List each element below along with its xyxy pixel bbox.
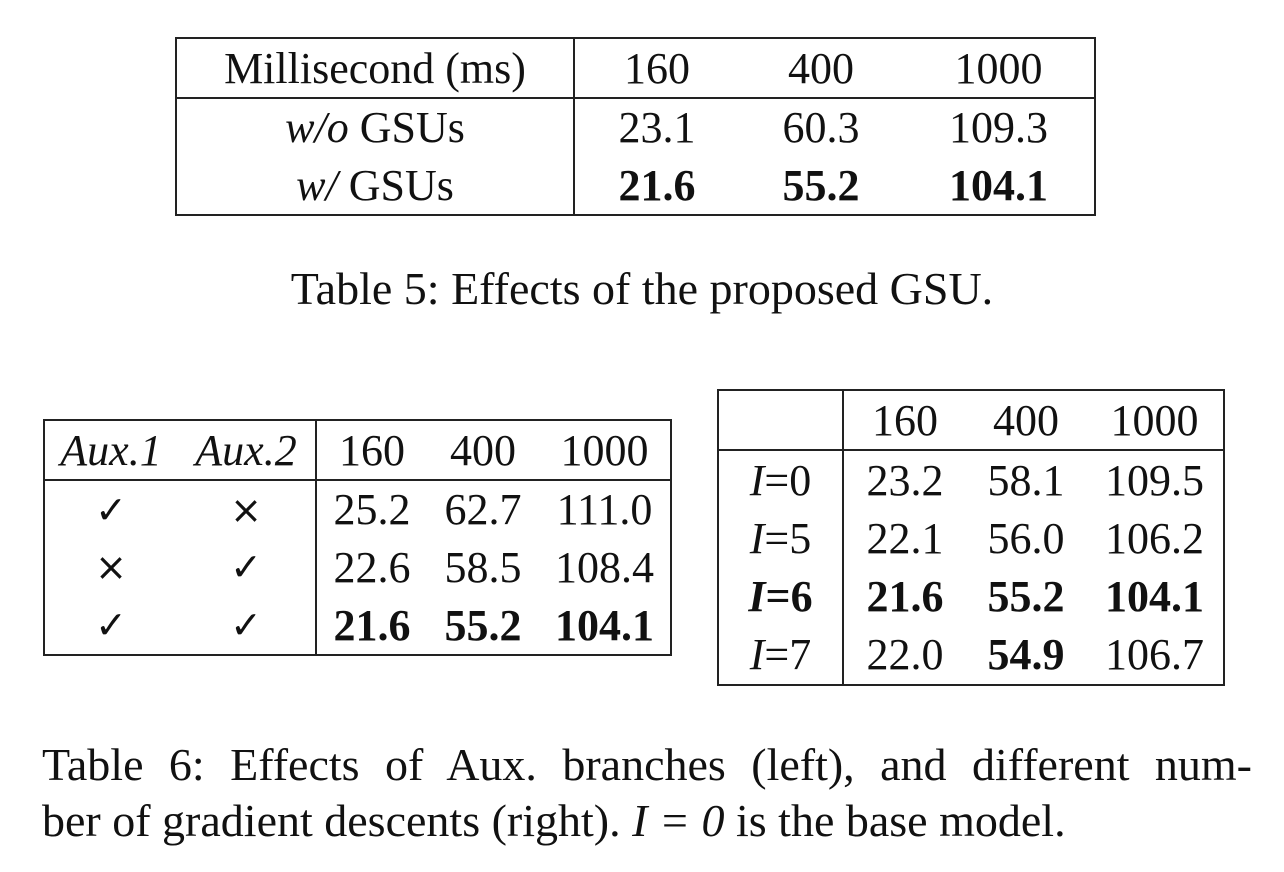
table-row: ✓ ✓ 21.6 55.2 104.1: [44, 596, 671, 655]
table-cell: 58.1: [987, 455, 1065, 505]
table-cell: 106.7: [1105, 630, 1204, 680]
header-cell: 400: [427, 420, 539, 481]
table-cell: 21.6: [618, 160, 696, 210]
table-row: I=6 21.6 55.2 104.1: [718, 567, 1224, 626]
header-cell: Aux.2: [177, 420, 317, 481]
table-cell: 109.5: [1105, 455, 1204, 505]
math-number: 6: [790, 572, 813, 622]
table-cell: 23.1: [618, 103, 696, 153]
table-cell: 55.2: [987, 572, 1065, 622]
caption-line: Table 6: Effects of Aux. branches (left)…: [42, 739, 1252, 790]
table-row: ✓ × 25.2 62.7 111.0: [44, 480, 671, 539]
header-cell: 400: [739, 38, 903, 99]
table-cell: 22.0: [866, 630, 944, 680]
table-cell: 55.2: [782, 160, 860, 210]
caption-math: I = 0: [632, 795, 725, 846]
table-cell: 62.7: [444, 485, 522, 535]
header-cell: Aux.1: [44, 420, 177, 481]
table-cell: 22.6: [333, 542, 411, 592]
row-label-italic: w/: [296, 160, 338, 210]
math-variable: I: [749, 630, 765, 680]
check-icon: ✓: [95, 487, 127, 532]
math-variable: I: [749, 455, 765, 505]
table-cell: 111.0: [556, 485, 653, 535]
row-label: I=0: [718, 450, 844, 510]
table-cell: 21.6: [866, 572, 944, 622]
table-row: I=0 23.2 58.1 109.5: [718, 450, 1224, 510]
caption-line: ber of gradient descents (right). I = 0 …: [42, 793, 1252, 849]
math-number: 5: [789, 513, 812, 563]
math-equals: =: [764, 630, 790, 680]
row-label: I=5: [718, 509, 844, 568]
check-icon: ✓: [177, 538, 317, 597]
math-equals: =: [765, 572, 791, 622]
table-row: I=7 22.0 54.9 106.7: [718, 625, 1224, 685]
row-label-text: GSUs: [337, 160, 454, 210]
table-cell: 108.4: [555, 542, 654, 592]
caption-text: ber of gradient descents (right).: [42, 795, 633, 846]
table-6-right: 160 400 1000 I=0 23.2 58.1 109.5 I=5 22.…: [717, 389, 1225, 686]
table-cell: 56.0: [987, 513, 1065, 563]
table-cell: 104.1: [555, 600, 654, 650]
math-variable: I: [748, 572, 766, 622]
header-cell: 160: [574, 38, 739, 99]
table-6-left: Aux.1 Aux.2 160 400 1000 ✓ × 25.2 62.7 1…: [43, 419, 672, 656]
header-cell: 1000: [539, 420, 671, 481]
math-number: 7: [789, 630, 812, 680]
cross-icon: ×: [95, 545, 127, 590]
row-label-text: GSUs: [348, 103, 465, 153]
table-cell: 106.2: [1105, 513, 1204, 563]
header-cell: 160: [843, 390, 966, 451]
table-cell: 104.1: [949, 160, 1048, 210]
header-cell: [718, 390, 844, 451]
header-cell: 1000: [903, 38, 1095, 99]
caption-text: is the base model.: [724, 795, 1066, 846]
table-header-row: Millisecond (ms) 160 400 1000: [176, 38, 1095, 99]
row-label: w/o GSUs: [176, 98, 575, 157]
table-cell: 60.3: [782, 103, 860, 153]
header-cell: 1000: [1086, 390, 1224, 451]
check-icon: ✓: [95, 603, 127, 648]
table-5: Millisecond (ms) 160 400 1000 w/o GSUs 2…: [175, 37, 1096, 216]
table-cell: 23.2: [866, 455, 944, 505]
row-label: I=6: [718, 567, 844, 626]
table-cell: 54.9: [987, 630, 1065, 680]
row-label: w/ GSUs: [176, 156, 575, 215]
header-cell: 160: [316, 420, 427, 481]
math-equals: =: [764, 513, 790, 563]
header-cell: 400: [966, 390, 1086, 451]
table-5-caption: Table 5: Effects of the proposed GSU.: [290, 263, 994, 314]
table-row: w/ GSUs 21.6 55.2 104.1: [176, 156, 1095, 215]
table-row: w/o GSUs 23.1 60.3 109.3: [176, 98, 1095, 157]
table-6-caption: Table 6: Effects of Aux. branches (left)…: [42, 737, 1252, 849]
row-label: I=7: [718, 625, 844, 685]
table-cell: 109.3: [949, 103, 1048, 153]
table-cell: 25.2: [333, 485, 411, 535]
table-cell: 58.5: [444, 542, 522, 592]
table-cell: 22.1: [866, 513, 944, 563]
table-header-row: Aux.1 Aux.2 160 400 1000: [44, 420, 671, 481]
table-row: × ✓ 22.6 58.5 108.4: [44, 538, 671, 597]
math-number: 0: [789, 455, 812, 505]
table-header-row: 160 400 1000: [718, 390, 1224, 451]
table-cell: 104.1: [1105, 572, 1204, 622]
check-icon: ✓: [177, 596, 317, 655]
math-equals: =: [764, 455, 790, 505]
table-row: I=5 22.1 56.0 106.2: [718, 509, 1224, 568]
table-cell: 55.2: [444, 600, 522, 650]
row-label-italic: w/o: [285, 103, 349, 153]
cross-icon: ×: [177, 480, 317, 539]
table-cell: 21.6: [333, 600, 411, 650]
math-variable: I: [749, 513, 765, 563]
header-cell: Millisecond (ms): [176, 38, 575, 99]
